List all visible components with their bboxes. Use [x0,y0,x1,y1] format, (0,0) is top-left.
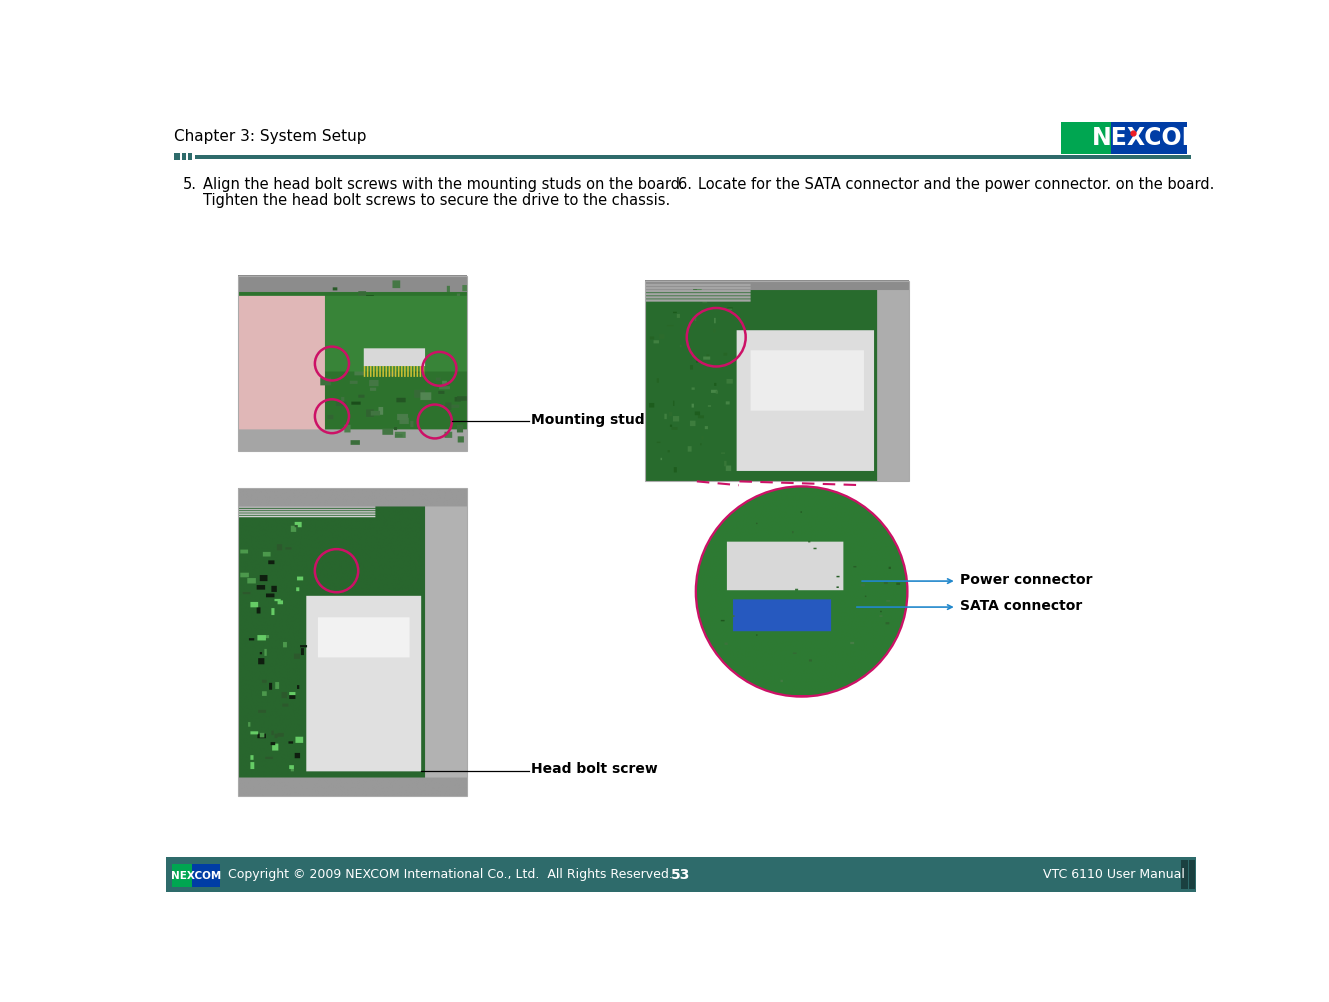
Text: Copyright © 2009 NEXCOM International Co., Ltd.  All Rights Reserved.: Copyright © 2009 NEXCOM International Co… [229,869,672,882]
Text: Chapter 3: System Setup: Chapter 3: System Setup [174,129,367,144]
Text: SATA connector: SATA connector [961,598,1083,612]
FancyBboxPatch shape [166,857,1196,892]
Text: 5.: 5. [183,177,197,192]
FancyBboxPatch shape [182,152,186,160]
Text: 53: 53 [671,868,690,882]
FancyBboxPatch shape [187,152,193,160]
FancyBboxPatch shape [195,155,1191,158]
FancyBboxPatch shape [1189,860,1195,889]
Text: NEXCOM: NEXCOM [1092,126,1207,150]
Text: Locate for the SATA connector and the power connector. on the board.: Locate for the SATA connector and the po… [698,177,1215,192]
FancyBboxPatch shape [193,864,221,887]
Circle shape [695,485,909,697]
Text: Head bolt screw: Head bolt screw [532,763,658,777]
Text: Mounting stud: Mounting stud [532,413,645,427]
Text: NEXCOM: NEXCOM [171,871,222,881]
Text: Align the head bolt screws with the mounting studs on the board.: Align the head bolt screws with the moun… [203,177,684,192]
FancyBboxPatch shape [1111,122,1187,154]
FancyBboxPatch shape [1181,860,1188,889]
FancyBboxPatch shape [1062,122,1111,154]
Text: VTC 6110 User Manual: VTC 6110 User Manual [1043,869,1185,882]
Text: Tighten the head bolt screws to secure the drive to the chassis.: Tighten the head bolt screws to secure t… [203,192,671,207]
Text: Power connector: Power connector [961,572,1092,586]
FancyBboxPatch shape [173,864,193,887]
Text: 6.: 6. [678,177,691,192]
FancyBboxPatch shape [174,152,179,160]
